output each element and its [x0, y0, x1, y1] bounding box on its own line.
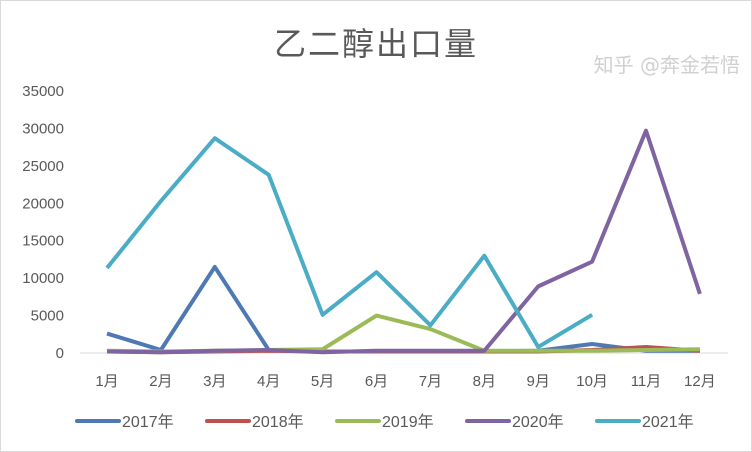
chart-title: 乙二醇出口量 [273, 25, 478, 63]
series-line-2021年 [105, 136, 594, 350]
x-tick-label: 9月 [527, 373, 550, 390]
y-tick-label: 35000 [22, 83, 64, 100]
legend-label: 2020年 [512, 413, 564, 431]
legend-label: 2018年 [252, 413, 304, 431]
y-tick-label: 20000 [22, 195, 64, 212]
x-tick-label: 3月 [203, 373, 226, 390]
series-line-2020年 [106, 128, 702, 355]
y-tick-label: 10000 [22, 270, 64, 287]
legend-label: 2017年 [122, 413, 174, 431]
legend-label: 2019年 [382, 413, 434, 431]
y-tick-label: 0 [56, 345, 64, 362]
x-tick-label: 7月 [419, 373, 442, 390]
x-tick-label: 5月 [311, 373, 334, 390]
x-tick-label: 12月 [684, 373, 716, 390]
x-tick-label: 1月 [95, 373, 118, 390]
y-tick-label: 30000 [22, 120, 64, 137]
y-tick-label: 25000 [22, 158, 64, 175]
watermark: 知乎 @奔金若悟 [594, 53, 740, 77]
y-tick-label: 15000 [22, 233, 64, 250]
y-tick-label: 5000 [31, 308, 64, 325]
series-line-2017年 [106, 264, 700, 354]
x-tick-label: 2月 [149, 373, 172, 390]
x-tick-label: 4月 [257, 373, 280, 390]
x-tick-label: 6月 [365, 373, 388, 390]
legend-label: 2021年 [642, 413, 694, 431]
x-tick-label: 10月 [576, 373, 608, 390]
x-tick-label: 11月 [631, 373, 662, 390]
x-tick-label: 8月 [473, 373, 496, 390]
